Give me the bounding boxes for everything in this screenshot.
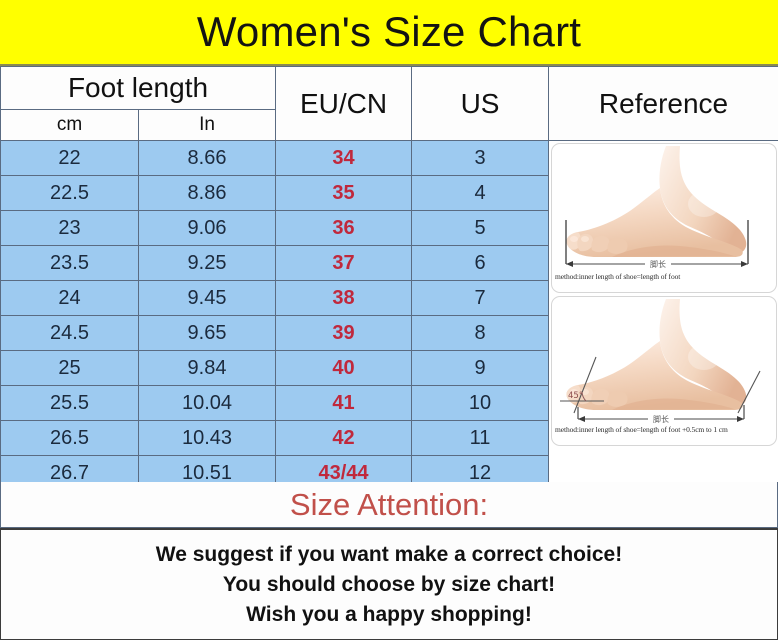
cell-eu: 38 xyxy=(275,280,413,316)
suggestion-block: We suggest if you want make a correct ch… xyxy=(0,528,778,640)
cell-eu: 36 xyxy=(275,210,413,246)
cell-eu: 41 xyxy=(275,385,413,421)
cell-eu: 42 xyxy=(275,420,413,456)
cell-cm: 22.5 xyxy=(0,175,139,211)
cell-in: 9.84 xyxy=(137,350,277,386)
table-row: 22.5 8.86 35 4 xyxy=(0,175,778,211)
attention-band: Size Attention: xyxy=(0,482,778,528)
table-row: 24 9.45 38 7 xyxy=(0,280,778,316)
cell-cm: 26.5 xyxy=(0,420,139,456)
cell-cm: 23 xyxy=(0,210,139,246)
header-foot-length: Foot length xyxy=(0,66,277,110)
table-row: 23 9.06 36 5 xyxy=(0,210,778,246)
table-row: 25.5 10.04 41 10 xyxy=(0,385,778,421)
cell-us: 3 xyxy=(411,140,550,176)
cell-us: 7 xyxy=(411,280,550,316)
cell-us: 5 xyxy=(411,210,550,246)
cell-us: 6 xyxy=(411,245,550,281)
table-row: 26.5 10.43 42 11 xyxy=(0,420,778,456)
cell-cm: 22 xyxy=(0,140,139,176)
cell-cm: 24 xyxy=(0,280,139,316)
cell-eu: 35 xyxy=(275,175,413,211)
foot-diagram-one: 脚长 method:inner length of shoe=length of… xyxy=(551,142,778,293)
header-us: US xyxy=(411,66,550,141)
foot-side-view-angle-icon: 45° 脚长 xyxy=(560,298,761,424)
cell-in: 9.25 xyxy=(137,245,277,281)
reference-caption-two: method:inner length of shoe=length of fo… xyxy=(555,424,728,434)
dimension-label-two: 脚长 xyxy=(653,414,669,424)
table-body: 22 8.66 34 3 xyxy=(0,140,778,492)
cell-cm: 25 xyxy=(0,350,139,386)
header-in: In xyxy=(137,109,277,141)
cell-eu: 39 xyxy=(275,315,413,351)
page-title: Women's Size Chart xyxy=(196,8,582,55)
reference-cell: 脚长 method:inner length of shoe=length of… xyxy=(548,140,778,492)
table-row: 24.5 9.65 39 8 xyxy=(0,315,778,351)
cell-in: 8.66 xyxy=(137,140,277,176)
cell-in: 10.04 xyxy=(137,385,277,421)
cell-in: 10.43 xyxy=(137,420,277,456)
foot-diagram-two: 45° 脚长 method:inner length of shoe=l xyxy=(551,295,778,446)
table-header: Foot length EU/CN US Reference cm In xyxy=(0,66,778,141)
dimension-label-one: 脚长 xyxy=(650,259,666,269)
cell-eu: 34 xyxy=(275,140,413,176)
title-banner: Women's Size Chart xyxy=(0,0,778,66)
cell-in: 8.86 xyxy=(137,175,277,211)
reference-stack: 脚长 method:inner length of shoe=length of… xyxy=(549,142,778,492)
cell-us: 4 xyxy=(411,175,550,211)
cell-in: 9.06 xyxy=(137,210,277,246)
cell-eu: 40 xyxy=(275,350,413,386)
header-eu-cn: EU/CN xyxy=(275,66,413,141)
cell-us: 8 xyxy=(411,315,550,351)
cell-us: 10 xyxy=(411,385,550,421)
foot-side-view-icon: 脚长 xyxy=(565,145,749,269)
table-row: 22 8.66 34 3 xyxy=(0,140,778,492)
size-chart-table: Foot length EU/CN US Reference cm In 22 … xyxy=(0,66,778,492)
cell-eu: 37 xyxy=(275,245,413,281)
header-reference: Reference xyxy=(548,66,778,141)
header-cm: cm xyxy=(0,109,139,141)
suggestion-line: We suggest if you want make a correct ch… xyxy=(155,542,623,566)
cell-cm: 24.5 xyxy=(0,315,139,351)
suggestion-line: Wish you a happy shopping! xyxy=(246,603,532,627)
cell-cm: 25.5 xyxy=(0,385,139,421)
attention-heading: Size Attention: xyxy=(289,487,489,522)
table-row: 25 9.84 40 9 xyxy=(0,350,778,386)
cell-us: 9 xyxy=(411,350,550,386)
reference-caption-one: method:inner length of shoe=length of fo… xyxy=(555,271,681,281)
angle-label: 45° xyxy=(568,391,583,401)
suggestion-line: You should choose by size chart! xyxy=(222,572,556,596)
table-row: 23.5 9.25 37 6 xyxy=(0,245,778,281)
cell-in: 9.45 xyxy=(137,280,277,316)
cell-cm: 23.5 xyxy=(0,245,139,281)
cell-us: 11 xyxy=(411,420,550,456)
cell-in: 9.65 xyxy=(137,315,277,351)
